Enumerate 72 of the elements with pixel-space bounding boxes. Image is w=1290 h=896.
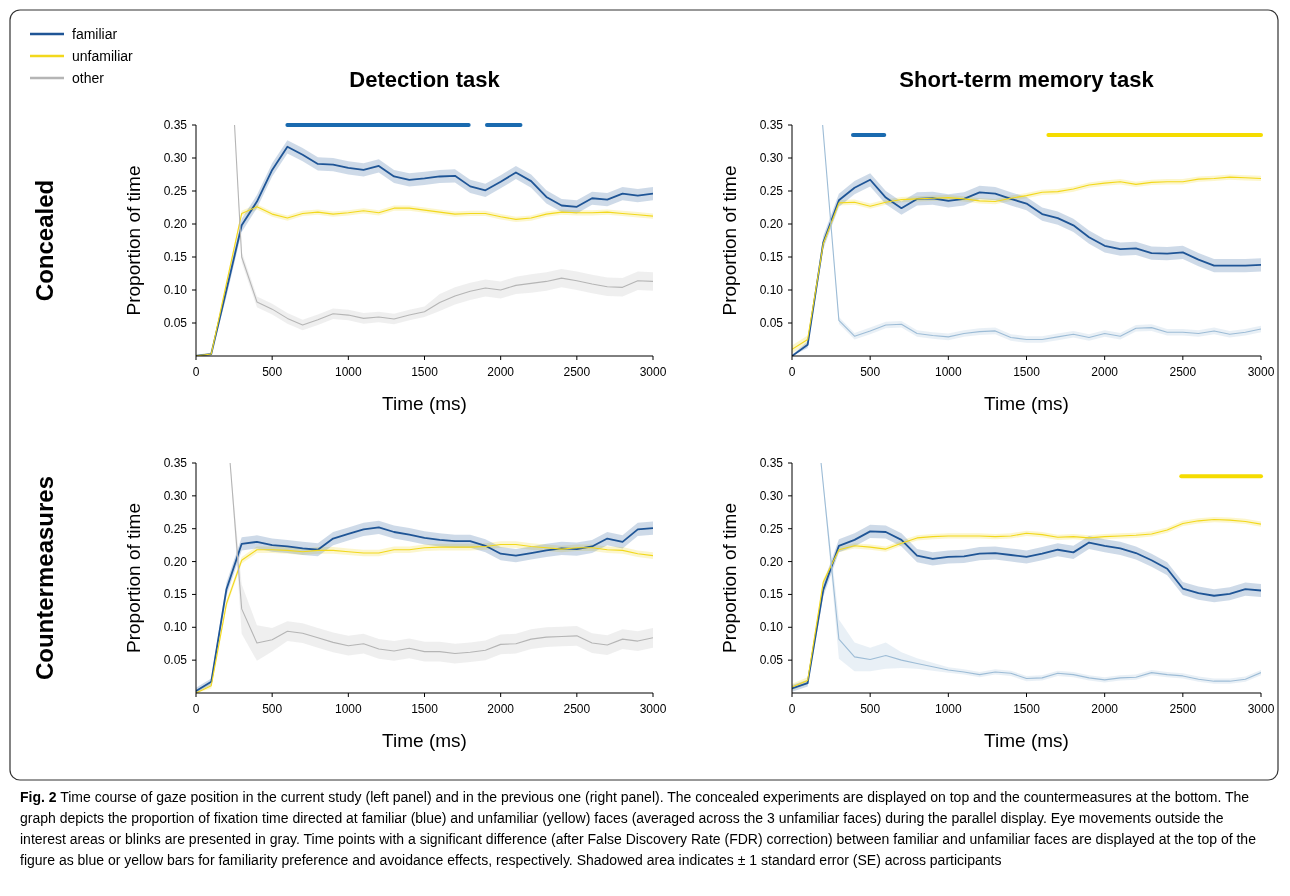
x-axis-title: Time (ms) xyxy=(382,730,467,751)
y-tick-label: 0.20 xyxy=(759,217,784,231)
y-tick-label: 0.25 xyxy=(163,521,188,536)
x-axis-title: Time (ms) xyxy=(382,393,467,414)
x-tick-label: 500 xyxy=(860,702,881,716)
x-tick-label: 1500 xyxy=(411,702,439,716)
x-tick-label: 3000 xyxy=(1247,702,1275,716)
y-tick-label: 0.05 xyxy=(759,653,784,668)
y-tick-label: 0.10 xyxy=(163,283,188,297)
y-tick-label: 0.15 xyxy=(759,587,784,602)
y-tick-label: 0.20 xyxy=(163,554,188,569)
x-tick-label: 0 xyxy=(788,365,796,379)
x-tick-label: 2500 xyxy=(563,365,591,379)
y-tick-label: 0.15 xyxy=(759,250,784,264)
x-tick-label: 1000 xyxy=(934,365,962,379)
y-tick-label: 0.30 xyxy=(759,488,784,503)
x-tick-label: 500 xyxy=(262,702,283,716)
y-tick-label: 0.20 xyxy=(759,554,784,569)
y-tick-label: 0.35 xyxy=(163,456,188,470)
x-tick-label: 3000 xyxy=(639,365,667,379)
x-tick-label: 1000 xyxy=(934,702,962,716)
y-tick-label: 0.30 xyxy=(759,151,784,165)
y-tick-label: 0.35 xyxy=(759,456,784,470)
y-tick-label: 0.05 xyxy=(759,316,784,330)
x-tick-label: 0 xyxy=(192,702,200,716)
y-tick-label: 0.20 xyxy=(163,217,188,231)
y-axis-title: Proportion of time xyxy=(123,165,144,316)
y-tick-label: 0.10 xyxy=(163,620,188,635)
chart-title: Detection task xyxy=(349,67,501,92)
legend-label: unfamiliar xyxy=(72,48,134,64)
text: Concealed xyxy=(31,179,58,302)
x-tick-label: 2500 xyxy=(563,702,591,716)
x-tick-label: 2000 xyxy=(1091,702,1119,716)
y-tick-label: 0.05 xyxy=(163,316,188,330)
y-tick-label: 0.05 xyxy=(163,653,188,668)
y-axis-title: Proportion of time xyxy=(719,165,740,316)
x-tick-label: 2000 xyxy=(1091,365,1119,379)
x-tick-label: 1000 xyxy=(334,702,362,716)
y-axis-title: Proportion of time xyxy=(123,503,144,653)
y-tick-label: 0.30 xyxy=(163,151,188,165)
x-tick-label: 2000 xyxy=(487,702,515,716)
y-tick-label: 0.35 xyxy=(163,118,188,132)
y-tick-label: 0.35 xyxy=(759,118,784,132)
x-tick-label: 0 xyxy=(192,365,200,379)
chart-title: Short-term memory task xyxy=(899,67,1155,92)
x-tick-label: 0 xyxy=(788,702,796,716)
y-axis-title: Proportion of time xyxy=(719,503,740,653)
x-tick-label: 1500 xyxy=(1013,702,1041,716)
x-tick-label: 3000 xyxy=(639,702,667,716)
y-tick-label: 0.10 xyxy=(759,620,784,635)
x-tick-label: 500 xyxy=(860,365,881,379)
y-tick-label: 0.30 xyxy=(163,488,188,503)
x-tick-label: 1500 xyxy=(411,365,439,379)
x-tick-label: 500 xyxy=(262,365,283,379)
text: Countermeasures xyxy=(31,475,58,681)
legend-label: familiar xyxy=(72,26,118,42)
x-axis-title: Time (ms) xyxy=(984,730,1069,751)
x-tick-label: 1500 xyxy=(1013,365,1041,379)
x-tick-label: 2500 xyxy=(1169,702,1197,716)
caption: Fig. 2 Time course of gaze position in the current study (left panel) and in the previous one (right panel). The concealed experiments are displayed on top and the countermeasures at the bottom. The graph depicts the proportion of fixation time directed at familiar (blue) and unfamiliar (yellow) faces (averaged across the 3 unfamiliar faces) during the parallel display. Eye movements outside the interest areas or blinks are presented in gray. Time points with a significant difference (after False Discovery Rate (FDR) correction) between familiar and unfamiliar faces are displayed at the top of the figure as blue or yellow bars for familiarity preference and avoidance effects, respectively. Shadowed area indicates ± 1 standard error (SE) across participants xyxy=(20,789,1257,868)
x-tick-label: 2000 xyxy=(487,365,515,379)
x-tick-label: 1000 xyxy=(334,365,362,379)
x-tick-label: 3000 xyxy=(1247,365,1275,379)
y-tick-label: 0.15 xyxy=(163,587,188,602)
x-axis-title: Time (ms) xyxy=(984,393,1069,414)
y-tick-label: 0.25 xyxy=(759,521,784,536)
x-tick-label: 2500 xyxy=(1169,365,1197,379)
y-tick-label: 0.15 xyxy=(163,250,188,264)
y-tick-label: 0.10 xyxy=(759,283,784,297)
legend-label: other xyxy=(72,70,105,86)
y-tick-label: 0.25 xyxy=(163,184,188,198)
y-tick-label: 0.25 xyxy=(759,184,784,198)
